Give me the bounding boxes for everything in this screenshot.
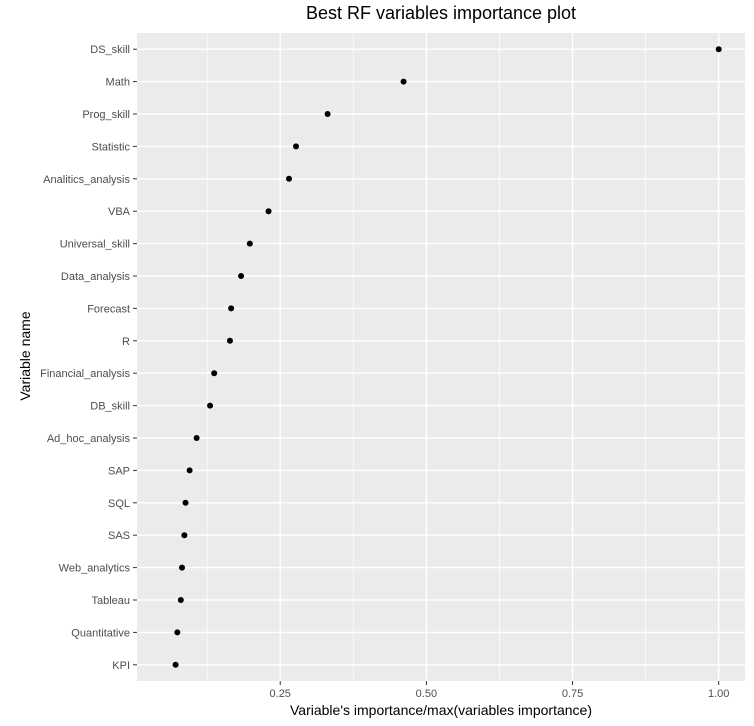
x-tick-label: 1.00 xyxy=(708,688,729,700)
y-tick-label: Forecast xyxy=(87,303,130,315)
data-point xyxy=(226,337,233,344)
y-tick-label: KPI xyxy=(112,660,130,672)
y-axis-title: Variable name xyxy=(17,311,33,401)
chart-title: Best RF variables importance plot xyxy=(305,3,577,23)
minor-gridlines xyxy=(206,33,646,681)
y-tick-label: VBA xyxy=(108,206,131,218)
data-point xyxy=(228,305,235,312)
data-point xyxy=(174,629,181,636)
data-point xyxy=(246,240,253,247)
data-point xyxy=(293,143,300,150)
y-tick-label: Universal_skill xyxy=(60,239,130,251)
data-point xyxy=(400,78,407,85)
y-tick-label: Tableau xyxy=(91,595,130,607)
y-tick-label: DB_skill xyxy=(90,401,130,413)
y-tick-label: R xyxy=(122,336,130,348)
major-gridlines xyxy=(137,33,745,681)
y-tick-label: Math xyxy=(106,77,130,89)
y-tick-label: DS_skill xyxy=(90,44,130,56)
data-point xyxy=(207,402,214,409)
y-tick-label: Prog_skill xyxy=(82,109,130,121)
x-tick-label: 0.75 xyxy=(562,688,583,700)
x-tick-label: 0.25 xyxy=(270,688,291,700)
x-axis-ticks: 0.25 0.50 0.75 1.00 xyxy=(270,681,729,700)
y-tick-label: Ad_hoc_analysis xyxy=(47,433,131,445)
x-tick-label: 0.50 xyxy=(416,688,437,700)
data-point xyxy=(186,467,193,474)
data-point xyxy=(193,435,200,441)
data-points xyxy=(172,46,722,668)
data-point xyxy=(179,564,186,571)
y-tick-label: SAP xyxy=(108,465,130,477)
y-tick-label: SAS xyxy=(108,530,130,542)
y-tick-label: Statistic xyxy=(91,141,130,153)
y-axis-ticks: DS_skill Math Prog_skill Statistic Analitics… xyxy=(40,44,137,672)
y-tick-label: SQL xyxy=(108,498,130,510)
data-point xyxy=(286,175,292,182)
data-point xyxy=(177,597,184,603)
data-point xyxy=(182,499,189,506)
data-point xyxy=(715,46,722,53)
panel-background xyxy=(137,33,745,681)
data-point xyxy=(172,661,179,668)
x-axis-title: Variable's importance/max(variables impo… xyxy=(290,702,592,718)
data-point xyxy=(238,273,245,279)
y-tick-label: Financial_analysis xyxy=(40,368,130,380)
data-point xyxy=(265,208,272,215)
data-point xyxy=(324,111,331,117)
y-tick-label: Data_analysis xyxy=(61,271,131,283)
data-point xyxy=(181,532,188,539)
data-point xyxy=(211,370,218,377)
y-tick-label: Quantitative xyxy=(71,627,130,639)
y-tick-label: Analitics_analysis xyxy=(43,174,130,186)
y-tick-label: Web_analytics xyxy=(59,563,131,575)
